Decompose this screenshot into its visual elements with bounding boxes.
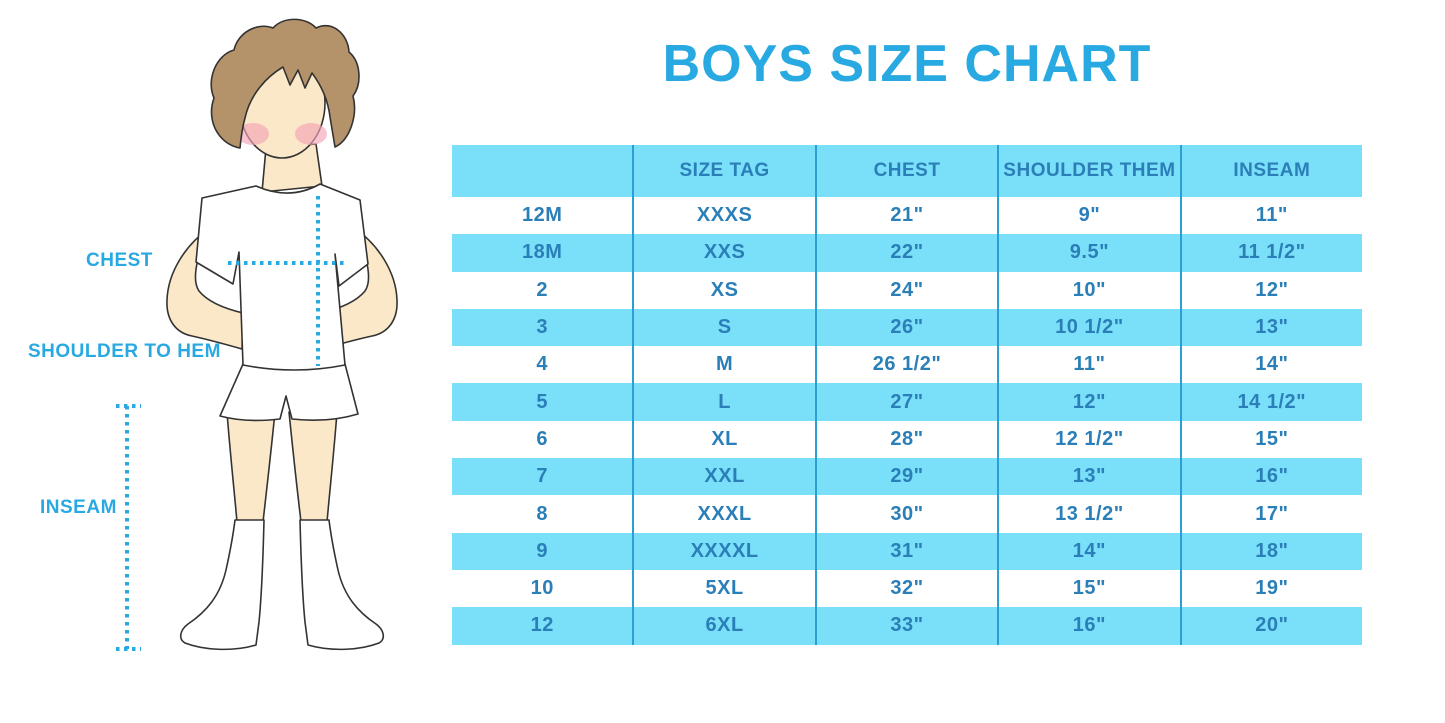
header-cell-inseam: INSEAM (1179, 145, 1362, 197)
value-cell: 32" (814, 569, 997, 608)
size-cell: 12M (522, 204, 563, 227)
value-cell: 15" (997, 569, 1179, 608)
size-cell: 9 (536, 539, 549, 562)
table-row: 9 XXXXL 31" 14" 18" (452, 532, 1362, 570)
table-row: 18M XXS 22" 9.5" 11 1/2" (452, 234, 1362, 272)
shoulder-to-hem-label: SHOULDER TO HEM (28, 341, 221, 362)
value-cell: XS (632, 271, 814, 309)
boy-right-leg (288, 411, 338, 523)
size-cell: 5 (536, 390, 549, 413)
table-header-row: SIZE TAG CHEST SHOULDER THEM INSEAM (452, 145, 1362, 197)
value-cell: XXS (632, 234, 814, 272)
table-row: 12M XXXS 21" 9" 11" (452, 197, 1362, 235)
inseam-label: INSEAM (40, 497, 117, 518)
boy-hair (210, 18, 360, 149)
value-cell: 12" (997, 383, 1179, 421)
value-cell: 11" (997, 346, 1179, 384)
size-cell: 10 (530, 577, 554, 600)
boy-left-arm (166, 227, 244, 350)
size-cell: 2 (536, 278, 549, 301)
value-cell: 26" (814, 308, 997, 347)
value-cell: 33" (814, 607, 997, 645)
value-cell: 27" (814, 383, 997, 421)
value-cell: XXXL (632, 495, 814, 533)
value-cell: 19" (1179, 569, 1362, 608)
header-cell-chest: CHEST (814, 145, 997, 197)
table-row: 6 XL 28" 12 1/2" 15" (452, 420, 1362, 459)
value-cell: 28" (814, 420, 997, 459)
size-cell: 8 (536, 502, 549, 525)
header-cell-shoulder: SHOULDER THEM (997, 145, 1179, 197)
value-cell: 24" (814, 271, 997, 309)
size-cell: 4 (536, 353, 549, 376)
value-cell: 10" (997, 271, 1179, 309)
value-cell: 18" (1179, 532, 1362, 570)
value-cell: 21" (814, 197, 997, 235)
value-cell: 29" (814, 458, 997, 496)
value-cell: 13" (1179, 308, 1362, 347)
value-cell: 16" (997, 607, 1179, 645)
value-cell: S (632, 308, 814, 347)
value-cell: 9" (997, 197, 1179, 235)
value-cell: 22" (814, 234, 997, 272)
size-table-rows: 12M XXXS 21" 9" 11" 18M XXS 22" 9.5" 11 1/2" 2 XS 24… (452, 197, 1362, 645)
table-row: 4 M 26 1/2" 11" 14" (452, 346, 1362, 384)
boy-tshirt (195, 183, 369, 371)
value-cell: M (632, 346, 814, 384)
table-row: 10 5XL 32" 15" 19" (452, 569, 1362, 608)
boy-left-cheek (237, 123, 269, 145)
chest-label: CHEST (86, 250, 153, 271)
table-row: 8 XXXL 30" 13 1/2" 17" (452, 495, 1362, 533)
value-cell: 13 1/2" (997, 495, 1179, 533)
value-cell: 5XL (632, 569, 814, 608)
boy-left-leg (226, 411, 276, 523)
value-cell: 12 1/2" (997, 420, 1179, 459)
header-cell-size-tag: SIZE TAG (632, 145, 814, 197)
value-cell: 20" (1179, 607, 1362, 645)
value-cell: 11" (1179, 197, 1362, 235)
value-cell: 26 1/2" (814, 346, 997, 384)
table-row: 7 XXL 29" 13" 16" (452, 458, 1362, 496)
value-cell: 14" (997, 532, 1179, 570)
table-row: 12 6XL 33" 16" 20" (452, 607, 1362, 645)
size-cell: 18M (522, 241, 563, 264)
page-title: BOYS SIZE CHART (662, 35, 1152, 93)
value-cell: 30" (814, 495, 997, 533)
boy-measurement-diagram: CHEST SHOULDER TO HEM INSEAM (0, 0, 460, 723)
value-cell: L (632, 383, 814, 421)
value-cell: XXL (632, 458, 814, 496)
value-cell: XL (632, 420, 814, 459)
size-cell: 6 (536, 427, 549, 450)
size-cell: 3 (536, 316, 549, 339)
value-cell: 11 1/2" (1179, 234, 1362, 272)
value-cell: 12" (1179, 271, 1362, 309)
value-cell: 15" (1179, 420, 1362, 459)
value-cell: 6XL (632, 607, 814, 645)
value-cell: 16" (1179, 458, 1362, 496)
header-cell-empty (452, 145, 632, 197)
value-cell: 13" (997, 458, 1179, 496)
boy-right-cheek (295, 123, 327, 145)
value-cell: 9.5" (997, 234, 1179, 272)
size-cell: 7 (536, 465, 549, 488)
value-cell: 31" (814, 532, 997, 570)
table-row: 5 L 27" 12" 14 1/2" (452, 383, 1362, 421)
value-cell: 17" (1179, 495, 1362, 533)
boy-illustration (116, 18, 398, 651)
boy-right-sock (299, 519, 385, 651)
value-cell: XXXXL (632, 532, 814, 570)
value-cell: 14 1/2" (1179, 383, 1362, 421)
value-cell: XXXS (632, 197, 814, 235)
table-row: 3 S 26" 10 1/2" 13" (452, 308, 1362, 347)
boy-left-sock (179, 519, 265, 651)
value-cell: 10 1/2" (997, 308, 1179, 347)
value-cell: 14" (1179, 346, 1362, 384)
size-table: SIZE TAG CHEST SHOULDER THEM INSEAM 12M X… (452, 145, 1362, 645)
size-cell: 12 (530, 614, 554, 637)
table-row: 2 XS 24" 10" 12" (452, 271, 1362, 309)
